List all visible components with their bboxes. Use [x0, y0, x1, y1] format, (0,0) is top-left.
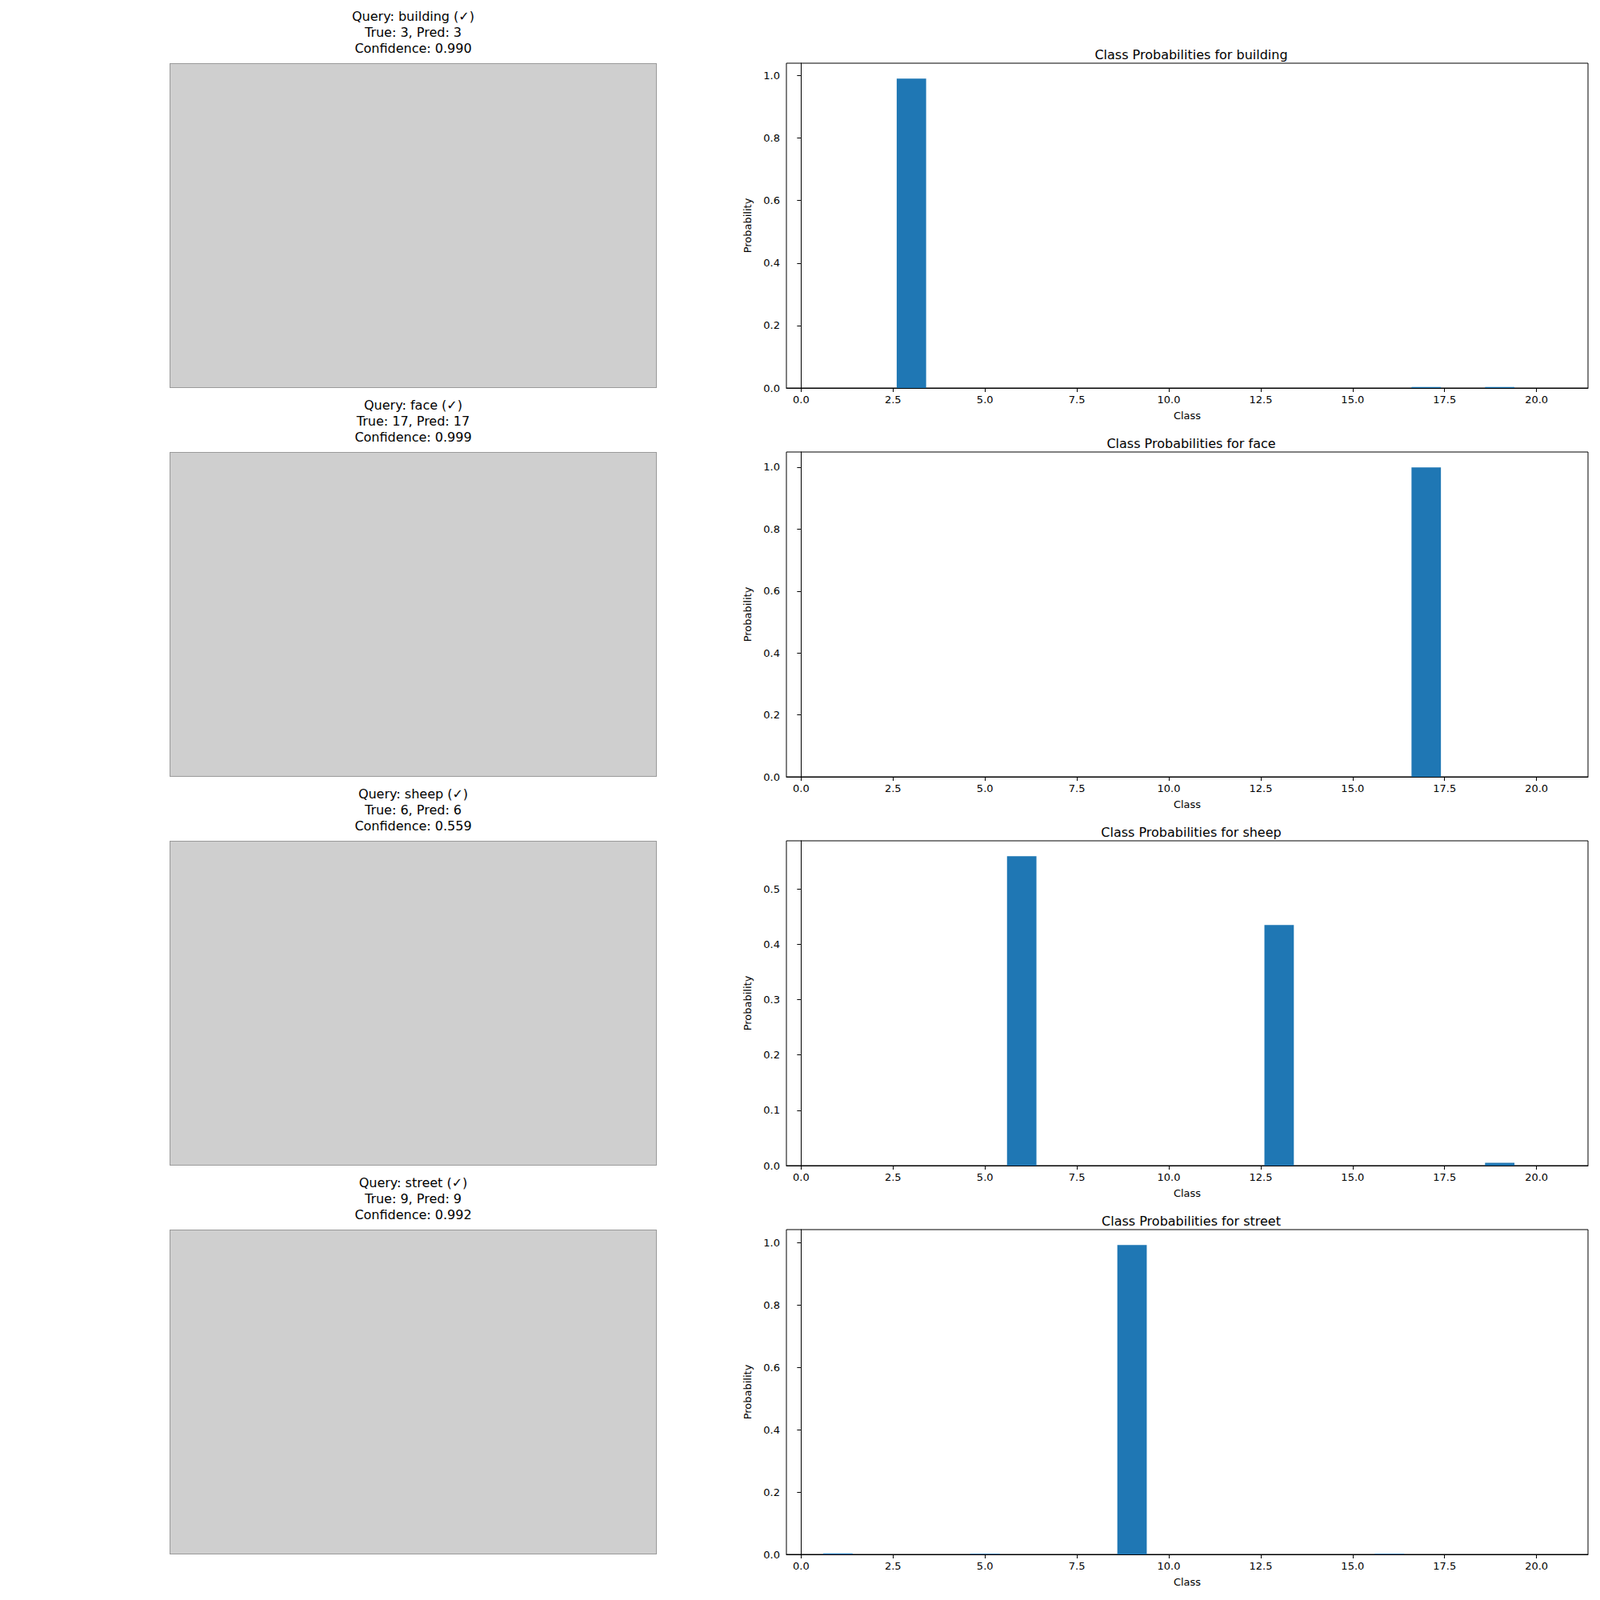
svg-text:0.0: 0.0 — [763, 1160, 780, 1172]
html-text:Query: sheep (✓) True: 6, Pred: Query: sheep (✓) True: 6, Pred: 6 Confid… — [354, 786, 472, 834]
svg-text:0.0: 0.0 — [792, 1560, 810, 1572]
svg-text:17.5: 17.5 — [1432, 393, 1456, 406]
svg-text:5.0: 5.0 — [976, 782, 994, 795]
svg-text:12.5: 12.5 — [1248, 782, 1272, 795]
svg-text:Class Probabilities for street: Class Probabilities for street — [1101, 1213, 1281, 1229]
svg-text:2.5: 2.5 — [884, 1171, 902, 1184]
svg-text:7.5: 7.5 — [1068, 782, 1086, 795]
svg-text:17.5: 17.5 — [1432, 1171, 1456, 1184]
html-text:Query: face (✓) True: 17, Pred: Query: face (✓) True: 17, Pred: 17 Confi… — [354, 397, 472, 445]
svg-text:0.3: 0.3 — [763, 993, 780, 1006]
svg-text:7.5: 7.5 — [1068, 1560, 1086, 1572]
svg-text:0.4: 0.4 — [763, 256, 780, 269]
svg-text:0.5: 0.5 — [763, 883, 780, 896]
svg-text:Probability: Probability — [741, 975, 754, 1031]
svg-text:0.0: 0.0 — [763, 382, 780, 395]
svg-text:Probability: Probability — [741, 197, 754, 253]
svg-text:2.5: 2.5 — [884, 393, 902, 406]
svg-text:0.4: 0.4 — [763, 938, 780, 951]
svg-text:5.0: 5.0 — [976, 1560, 994, 1572]
svg-text:0.4: 0.4 — [763, 1424, 780, 1436]
svg-text:15.0: 15.0 — [1340, 782, 1364, 795]
svg-text:Class: Class — [1173, 1576, 1201, 1588]
svg-text:15.0: 15.0 — [1340, 393, 1364, 406]
svg-text:10.0: 10.0 — [1157, 393, 1181, 406]
svg-text:17.5: 17.5 — [1432, 1560, 1456, 1572]
svg-text:Class Probabilities for sheep: Class Probabilities for sheep — [1100, 824, 1281, 840]
svg-text:5.0: 5.0 — [976, 393, 994, 406]
svg-text:7.5: 7.5 — [1068, 1171, 1086, 1184]
svg-text:1.0: 1.0 — [763, 69, 780, 82]
svg-text:0.1: 0.1 — [763, 1104, 780, 1116]
svg-text:0.0: 0.0 — [792, 782, 810, 795]
svg-text:0.2: 0.2 — [763, 1048, 780, 1061]
svg-text:0.0: 0.0 — [792, 1171, 810, 1184]
svg-text:0.2: 0.2 — [763, 1486, 780, 1499]
svg-text:12.5: 12.5 — [1248, 1560, 1272, 1572]
svg-text:0.0: 0.0 — [763, 1548, 780, 1561]
svg-text:Class Probabilities for face: Class Probabilities for face — [1106, 436, 1276, 452]
svg-text:0.2: 0.2 — [763, 319, 780, 332]
svg-text:17.5: 17.5 — [1432, 782, 1456, 795]
svg-text:7.5: 7.5 — [1068, 393, 1086, 406]
svg-text:0.2: 0.2 — [763, 708, 780, 721]
svg-text:15.0: 15.0 — [1340, 1560, 1364, 1572]
svg-text:12.5: 12.5 — [1248, 1171, 1272, 1184]
html-text:Query: street (✓) True: 9, Pre: Query: street (✓) True: 9, Pred: 9 Confi… — [354, 1175, 472, 1223]
svg-text:Probability: Probability — [741, 1364, 754, 1420]
svg-text:10.0: 10.0 — [1157, 1560, 1181, 1572]
svg-text:20.0: 20.0 — [1524, 782, 1548, 795]
svg-text:10.0: 10.0 — [1157, 782, 1181, 795]
svg-text:1.0: 1.0 — [763, 1236, 780, 1249]
svg-text:1.0: 1.0 — [763, 460, 780, 473]
svg-text:Class: Class — [1173, 1187, 1201, 1200]
svg-text:Probability: Probability — [741, 586, 754, 642]
svg-text:0.6: 0.6 — [763, 194, 780, 207]
svg-text:12.5: 12.5 — [1248, 393, 1272, 406]
svg-text:0.6: 0.6 — [763, 584, 780, 597]
svg-text:0.6: 0.6 — [763, 1361, 780, 1374]
svg-text:0.0: 0.0 — [763, 771, 780, 784]
svg-text:2.5: 2.5 — [884, 1560, 902, 1572]
svg-text:2.5: 2.5 — [884, 782, 902, 795]
svg-text:0.8: 0.8 — [763, 523, 780, 536]
svg-text:0.8: 0.8 — [763, 1299, 780, 1312]
svg-text:10.0: 10.0 — [1157, 1171, 1181, 1184]
svg-text:5.0: 5.0 — [976, 1171, 994, 1184]
svg-text:0.4: 0.4 — [763, 647, 780, 660]
svg-text:20.0: 20.0 — [1524, 393, 1548, 406]
svg-text:Class: Class — [1173, 409, 1201, 422]
svg-text:20.0: 20.0 — [1524, 1171, 1548, 1184]
svg-text:Class Probabilities for buildi: Class Probabilities for building — [1094, 47, 1288, 63]
svg-text:15.0: 15.0 — [1340, 1171, 1364, 1184]
svg-text:Class: Class — [1173, 798, 1201, 811]
svg-text:0.0: 0.0 — [792, 393, 810, 406]
svg-text:0.8: 0.8 — [763, 132, 780, 144]
html-text:Query: building (✓) True: 3, P: Query: building (✓) True: 3, Pred: 3 Con… — [352, 8, 475, 56]
svg-text:20.0: 20.0 — [1524, 1560, 1548, 1572]
